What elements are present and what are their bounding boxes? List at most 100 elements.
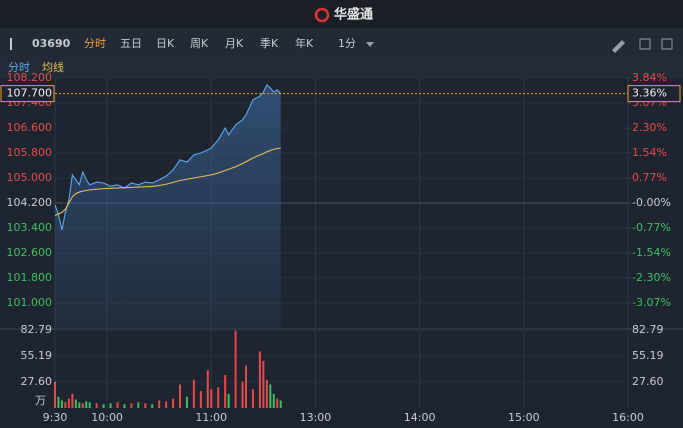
volume-bar — [54, 381, 56, 408]
volume-bar — [95, 403, 98, 408]
legend-entry[interactable]: 均线 — [42, 60, 64, 74]
y-tick-label: 102.600 — [7, 246, 53, 259]
volume-bar — [71, 393, 74, 408]
volume-bar — [123, 404, 126, 408]
symbol: 03690 — [32, 37, 71, 50]
y-tick-label: 104.200 — [7, 196, 53, 209]
volume-bar — [179, 384, 182, 408]
legend-entry[interactable]: 分时 — [8, 61, 30, 74]
x-tick-label: 11:00 — [195, 411, 227, 424]
y2-tick-label: 1.54% — [632, 146, 667, 159]
x-tick-label: 13:00 — [300, 411, 332, 424]
volume-bar — [57, 396, 60, 408]
volume-unit: 万 — [35, 394, 46, 407]
volume-tick-label: 82.79 — [21, 323, 53, 336]
period-tab[interactable]: 季K — [260, 37, 279, 50]
volume-tick-label: 82.79 — [632, 323, 664, 336]
interval-select[interactable]: 1分 — [338, 37, 356, 50]
volume-bar — [81, 403, 84, 408]
volume-bar — [258, 351, 261, 408]
volume-tick-label: 55.19 — [21, 349, 53, 362]
y2-tick-label: -2.30% — [632, 271, 671, 284]
volume-bar — [172, 398, 175, 408]
app-title: 华盛通 — [334, 7, 373, 23]
last-price-label: 107.700 — [7, 87, 53, 100]
price-area — [55, 84, 281, 328]
x-tick-label: 14:00 — [404, 411, 436, 424]
volume-bar — [227, 393, 230, 408]
volume-tick-label: 27.60 — [21, 375, 53, 388]
y-tick-label: 105.800 — [7, 146, 53, 159]
x-tick-label: 15:00 — [508, 411, 540, 424]
price-line — [54, 83, 282, 230]
y-tick-label: 103.400 — [7, 221, 53, 234]
dropdown-arrow[interactable] — [366, 42, 374, 47]
period-tab[interactable]: 周K — [190, 37, 209, 50]
volume-bar — [206, 370, 209, 408]
volume-bar — [245, 365, 247, 408]
volume-bar — [158, 400, 161, 408]
volume-bar — [234, 330, 237, 408]
x-tick-label: 16:00 — [612, 411, 644, 424]
volume-bar — [279, 400, 282, 408]
volume-bar — [151, 404, 154, 408]
period-tab[interactable]: 年K — [295, 36, 314, 50]
last-price-box — [0, 85, 55, 103]
average-line — [54, 147, 281, 217]
y-tick-label: 108.200 — [7, 71, 53, 84]
volume-bar — [217, 387, 220, 408]
volume-bar — [199, 391, 202, 408]
volume-bar — [262, 360, 265, 408]
period-tab[interactable]: 分时 — [84, 37, 106, 50]
toolbar — [0, 28, 683, 58]
volume-bar — [109, 403, 112, 408]
x-tick-label: 9:30 — [43, 411, 68, 424]
period-tab[interactable]: 月K — [225, 37, 244, 50]
header-bar — [0, 0, 683, 28]
y2-tick-label: 3.84% — [632, 71, 667, 84]
volume-bar — [64, 402, 67, 408]
period-tab[interactable]: 五日 — [120, 37, 142, 50]
volume-bar — [165, 401, 168, 408]
volume-bar — [251, 389, 254, 408]
logo-icon — [314, 7, 330, 23]
y2-tick-label: -0.00% — [632, 196, 671, 209]
volume-bar — [144, 403, 147, 408]
y2-tick-label: 2.30% — [632, 121, 667, 134]
volume-bar — [85, 401, 88, 408]
volume-bar — [60, 400, 63, 408]
y2-tick-label: -1.54% — [632, 246, 671, 259]
expand-icon[interactable] — [639, 38, 651, 50]
last-change-box — [627, 85, 681, 103]
draw-icon[interactable] — [612, 40, 625, 53]
indicator-bar — [0, 58, 683, 78]
volume-tick-label: 55.19 — [632, 349, 664, 362]
volume-bar — [74, 399, 77, 408]
collapse-icon[interactable] — [10, 38, 12, 50]
y-tick-label: 101.800 — [7, 271, 53, 284]
volume-bar — [241, 381, 244, 408]
volume-bar — [276, 398, 279, 408]
volume-bar — [137, 402, 140, 408]
volume-bar — [210, 389, 213, 408]
fullscreen-icon[interactable] — [661, 38, 673, 50]
y2-tick-label: -0.77% — [632, 221, 671, 234]
volume-bar — [130, 403, 133, 408]
volume-bar — [269, 384, 272, 408]
last-change-label: 3.36% — [632, 87, 667, 100]
volume-bar — [224, 375, 227, 408]
volume-bar — [265, 379, 268, 408]
y2-tick-label: -3.07% — [632, 296, 671, 309]
volume-bar — [78, 402, 81, 408]
volume-bar — [88, 402, 91, 408]
volume-bar — [67, 398, 70, 408]
y2-tick-label: 0.77% — [632, 171, 667, 184]
volume-bar — [185, 396, 188, 408]
volume-bar — [102, 404, 105, 408]
y-tick-label: 106.600 — [7, 121, 53, 134]
volume-bar — [272, 393, 275, 408]
volume-bar — [192, 379, 195, 408]
period-tab[interactable]: 日K — [156, 37, 175, 50]
x-tick-label: 10:00 — [91, 411, 123, 424]
